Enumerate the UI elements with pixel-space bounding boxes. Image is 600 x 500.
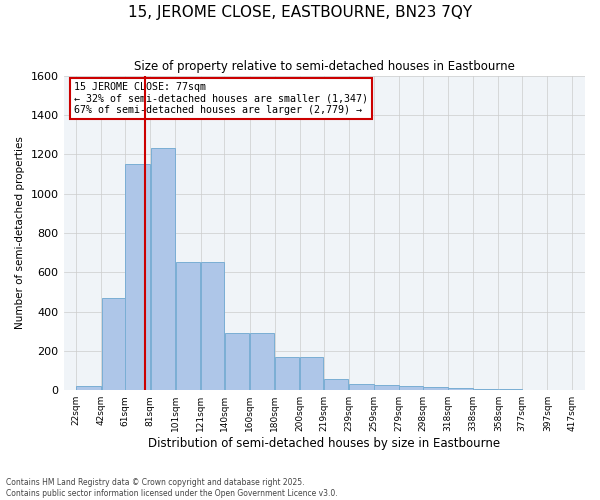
Bar [101,298,125,390]
Text: Contains HM Land Registry data © Crown copyright and database right 2025.
Contai: Contains HM Land Registry data © Crown c… [6,478,338,498]
Bar [473,389,498,390]
Text: 15, JEROME CLOSE, EASTBOURNE, BN23 7QY: 15, JEROME CLOSE, EASTBOURNE, BN23 7QY [128,5,472,20]
Bar [499,389,522,390]
Title: Size of property relative to semi-detached houses in Eastbourne: Size of property relative to semi-detach… [134,60,515,73]
Bar [400,386,422,390]
Bar [374,386,398,390]
Bar [151,148,175,390]
Bar [349,384,374,390]
Bar [423,388,448,390]
Bar [201,262,224,390]
X-axis label: Distribution of semi-detached houses by size in Eastbourne: Distribution of semi-detached houses by … [148,437,500,450]
Bar [176,262,200,390]
Bar [76,386,101,390]
Text: 15 JEROME CLOSE: 77sqm
← 32% of semi-detached houses are smaller (1,347)
67% of : 15 JEROME CLOSE: 77sqm ← 32% of semi-det… [74,82,368,115]
Bar [300,357,323,390]
Bar [275,357,299,390]
Bar [324,380,349,390]
Bar [125,164,150,390]
Bar [250,333,274,390]
Bar [225,333,249,390]
Y-axis label: Number of semi-detached properties: Number of semi-detached properties [15,136,25,330]
Bar [448,388,473,390]
